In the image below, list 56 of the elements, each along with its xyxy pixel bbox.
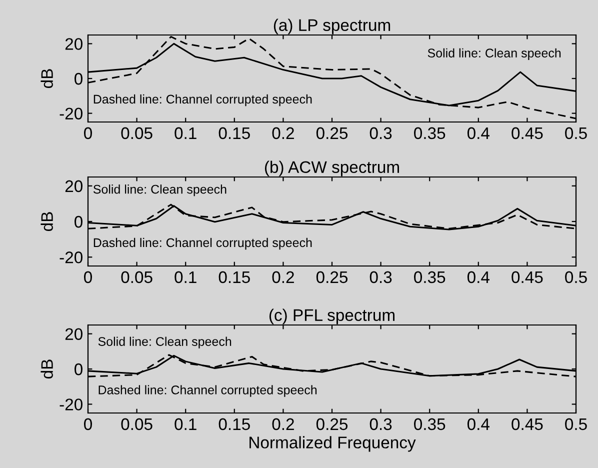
x-tick-label: 0.05 [121,127,152,140]
annotation: Solid line: Clean speech [428,48,561,60]
x-tick-label: 0.4 [467,418,490,430]
annotation: Solid line: Clean speech [93,184,226,196]
y-tick-label: 0 [74,363,82,376]
x-tick-label: 0.2 [272,127,294,140]
x-tick-label: 0.1 [174,418,196,430]
x-tick-label: 0.3 [370,418,392,430]
y-tick-label: 20 [65,180,82,192]
x-tick-label: 0.45 [512,418,543,430]
x-tick-label: 0.25 [316,127,348,140]
x-tick-label: 0.35 [414,271,446,284]
x-tick-label: 0.05 [121,271,152,284]
annotation: Solid line: Clean speech [98,336,232,348]
x-tick-label: 0.45 [512,127,543,140]
x-tick-label: 0.25 [316,271,348,284]
x-tick-label: 0.05 [121,418,152,430]
y-tick-label: -20 [60,108,82,120]
x-tick-label: 0.4 [467,271,490,284]
y-tick-label: 20 [65,38,82,50]
x-tick-label: 0.15 [218,418,250,430]
x-tick-label: 0.35 [414,418,446,430]
y-axis-title: dB [40,212,53,231]
x-tick-label: 0.5 [565,418,587,430]
y-tick-label: 0 [74,72,82,85]
chart-title: (c) PFL spectrum [269,308,394,324]
x-tick-label: 0.3 [370,271,392,284]
x-tick-label: 0.1 [174,127,196,140]
x-tick-label: 0.45 [512,271,543,284]
x-tick-label: 0.5 [565,271,587,284]
annotation: Dashed line: Channel corrupted speech [94,238,312,250]
x-tick-label: 0.5 [565,127,587,140]
x-tick-label: 0 [84,271,92,284]
annotation: Dashed line: Channel corrupted speech [94,94,312,106]
y-tick-label: 20 [65,328,82,340]
x-tick-label: 0 [84,127,92,140]
x-tick-label: 0 [84,418,92,430]
annotation: Dashed line: Channel corrupted speech [98,385,317,397]
y-tick-label: 0 [74,216,82,228]
x-tick-label: 0.25 [316,418,348,430]
x-tick-label: 0.2 [272,418,294,430]
chart-title: (b) ACW spectrum [264,160,399,176]
y-tick-label: -20 [60,252,82,264]
x-tick-label: 0.1 [174,271,196,284]
y-axis-title: dB [40,69,53,88]
line-series [88,36,576,120]
y-tick-label: -20 [60,398,82,410]
x-tick-label: 0.3 [370,127,392,140]
x-tick-label: 0.15 [218,271,250,284]
y-axis-title: dB [40,360,53,378]
x-tick-label: 0.2 [272,271,294,284]
x-tick-label: 0.35 [414,127,446,140]
x-tick-label: 0.4 [467,127,490,140]
x-tick-label: 0.15 [218,127,250,140]
chart-title: (a) LP spectrum [274,18,390,34]
x-axis-title: Normalized Frequency [250,436,416,452]
